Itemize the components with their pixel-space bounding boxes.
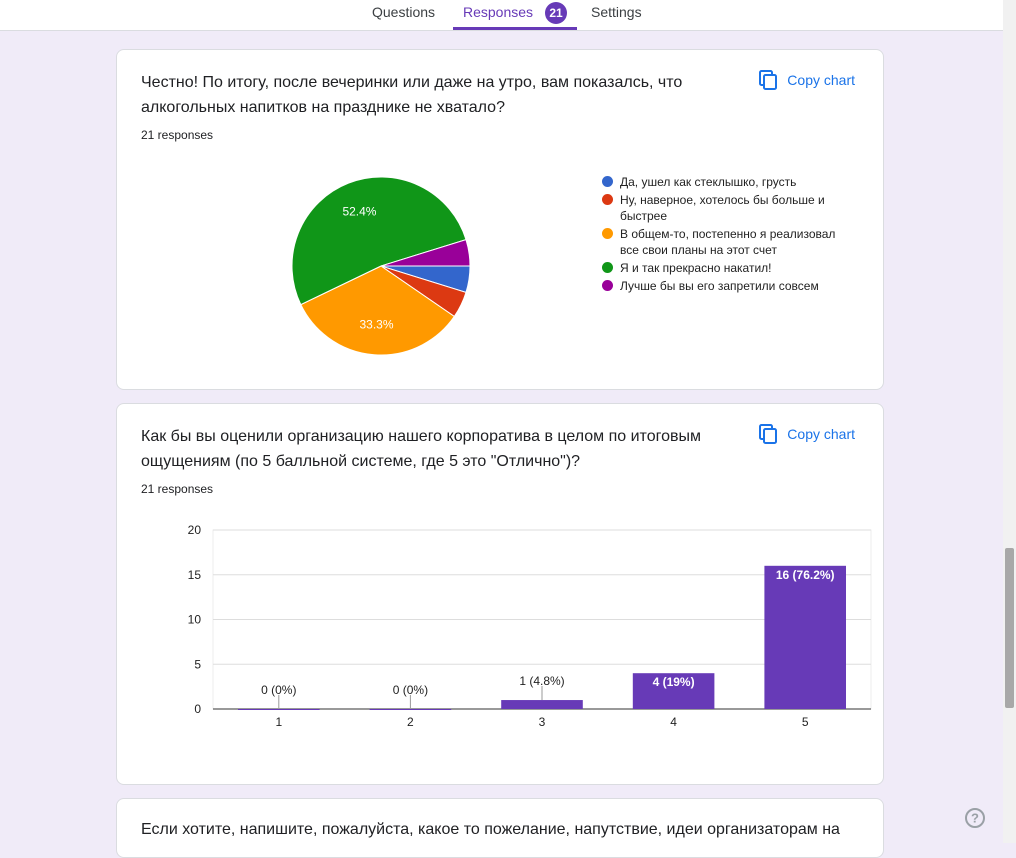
legend: Да, ушел как стеклышко, грусть Ну, наверн…	[602, 174, 842, 296]
active-tab-indicator	[453, 27, 577, 30]
legend-item: Я и так прекрасно накатил!	[602, 260, 842, 276]
scrollbar-thumb[interactable]	[1005, 548, 1014, 708]
legend-label: Лучше бы вы его запретили совсем	[620, 279, 819, 293]
legend-swatch	[602, 228, 613, 239]
scrollbar	[1003, 0, 1016, 843]
copy-icon	[759, 424, 778, 444]
response-count-badge: 21	[545, 2, 567, 24]
legend-swatch	[602, 194, 613, 205]
question-title: Как бы вы оценили организацию нашего кор…	[141, 428, 701, 470]
svg-text:?: ?	[971, 811, 979, 826]
legend-label: Я и так прекрасно накатил!	[620, 261, 772, 275]
question-title: Если хотите, напишите, пожалуйста, какое…	[141, 821, 840, 838]
copy-icon	[759, 70, 778, 90]
settings-tab[interactable]: Settings	[591, 4, 642, 20]
questions-tab[interactable]: Questions	[372, 4, 436, 20]
question-title: Честно! По итогу, после вечеринки или да…	[141, 74, 683, 116]
help-button[interactable]: ?	[964, 807, 986, 829]
legend-label: Да, ушел как стеклышко, грусть	[620, 175, 797, 189]
legend-label: Ну, наверное, хотелось бы больше и быстр…	[620, 193, 825, 223]
responses-tab[interactable]: Responses	[463, 4, 534, 20]
top-bar: Questions Responses 21 Settings	[0, 0, 1003, 31]
question-card: Честно! По итогу, после вечеринки или да…	[116, 49, 884, 390]
legend-swatch	[602, 176, 613, 187]
copy-chart-label: Copy chart	[787, 426, 855, 442]
legend-item: Лучше бы вы его запретили совсем	[602, 278, 842, 294]
question-card: Если хотите, напишите, пожалуйста, какое…	[116, 798, 884, 858]
legend-swatch	[602, 262, 613, 273]
response-count: 21 responses	[141, 128, 214, 142]
legend-item: В общем-то, постепенно я реализовал все …	[602, 226, 842, 258]
legend-item: Да, ушел как стеклышко, грусть	[602, 174, 842, 190]
response-count: 21 responses	[141, 482, 214, 496]
copy-chart-label: Copy chart	[787, 72, 855, 88]
copy-chart-button[interactable]: Copy chart	[759, 424, 855, 444]
legend-item: Ну, наверное, хотелось бы больше и быстр…	[602, 192, 842, 224]
question-card: Как бы вы оценили организацию нашего кор…	[116, 403, 884, 785]
legend-swatch	[602, 280, 613, 291]
legend-label: В общем-то, постепенно я реализовал все …	[620, 227, 836, 257]
copy-chart-button[interactable]: Copy chart	[759, 70, 855, 90]
